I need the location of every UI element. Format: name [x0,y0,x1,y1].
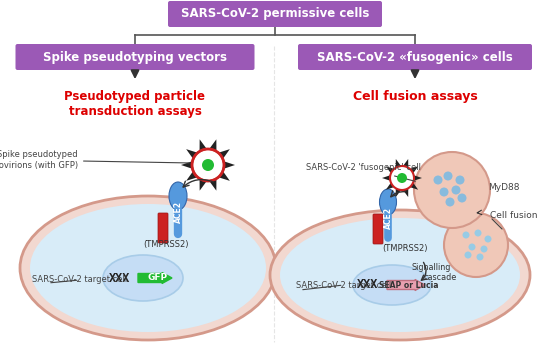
Circle shape [455,175,465,184]
Text: SARS-CoV-2 'fusogenic' cell: SARS-CoV-2 'fusogenic' cell [306,164,421,181]
Polygon shape [403,159,408,168]
Text: SARS-CoV-2 permissive cells: SARS-CoV-2 permissive cells [181,8,369,21]
Text: Cell fusion: Cell fusion [490,211,537,220]
Circle shape [452,185,460,195]
Circle shape [444,213,508,277]
Polygon shape [218,149,230,159]
Text: Cell fusion assays: Cell fusion assays [353,90,477,103]
Polygon shape [181,161,193,169]
Polygon shape [413,175,422,181]
Ellipse shape [30,204,266,332]
Polygon shape [209,178,217,191]
Polygon shape [200,178,207,191]
Polygon shape [409,166,418,174]
Polygon shape [386,166,395,174]
Ellipse shape [379,189,397,215]
Text: ACE2: ACE2 [173,201,183,223]
Text: SEAP or Lucia: SEAP or Lucia [379,280,439,290]
Circle shape [458,193,466,203]
Circle shape [469,244,476,251]
Text: Signalling: Signalling [412,262,452,271]
Text: SARS-CoV-2 target cell: SARS-CoV-2 target cell [32,276,127,285]
Circle shape [390,166,414,190]
Ellipse shape [169,182,187,210]
Circle shape [475,229,481,237]
Circle shape [414,152,490,228]
Text: Spike pseudotyped
pseudovirions (with GFP): Spike pseudotyped pseudovirions (with GF… [0,150,189,170]
Polygon shape [209,139,217,152]
Text: (TMPRSS2): (TMPRSS2) [382,245,428,253]
Circle shape [476,253,483,261]
Circle shape [485,236,492,243]
Polygon shape [386,182,395,190]
Polygon shape [218,171,230,181]
Circle shape [192,149,224,181]
FancyBboxPatch shape [15,44,255,70]
Polygon shape [403,188,408,197]
FancyBboxPatch shape [168,1,382,27]
Text: XXX: XXX [109,271,131,285]
Circle shape [446,198,454,206]
Text: XXX: XXX [358,278,379,292]
Ellipse shape [20,196,276,340]
Text: MyD88: MyD88 [488,182,520,191]
Circle shape [439,188,448,197]
Polygon shape [396,188,402,197]
FancyArrow shape [138,272,172,284]
Polygon shape [396,159,402,168]
Polygon shape [409,182,418,190]
FancyBboxPatch shape [158,213,168,243]
Text: SARS-CoV-2 target cell: SARS-CoV-2 target cell [296,280,391,290]
Ellipse shape [353,265,431,305]
Text: ACE2: ACE2 [383,207,393,229]
Polygon shape [382,175,391,181]
FancyBboxPatch shape [373,214,383,244]
Polygon shape [200,139,207,152]
Polygon shape [186,149,198,159]
Text: GFP: GFP [148,274,168,283]
Circle shape [397,173,407,183]
Text: Pseudotyped particle
transduction assays: Pseudotyped particle transduction assays [64,90,206,118]
Ellipse shape [270,210,530,340]
Circle shape [202,159,214,171]
Circle shape [443,172,453,181]
Ellipse shape [280,218,520,332]
FancyBboxPatch shape [298,44,532,70]
Text: Spike pseudotyping vectors: Spike pseudotyping vectors [43,50,227,63]
Circle shape [433,175,443,184]
Polygon shape [223,161,235,169]
Circle shape [463,231,470,238]
Circle shape [481,245,487,253]
Circle shape [465,252,471,259]
Polygon shape [186,171,198,181]
Text: (TMPRSS2): (TMPRSS2) [143,239,189,248]
Ellipse shape [103,255,183,301]
FancyArrow shape [387,279,425,291]
Text: cascade: cascade [424,272,457,282]
Text: SARS-CoV-2 «fusogenic» cells: SARS-CoV-2 «fusogenic» cells [317,50,513,63]
